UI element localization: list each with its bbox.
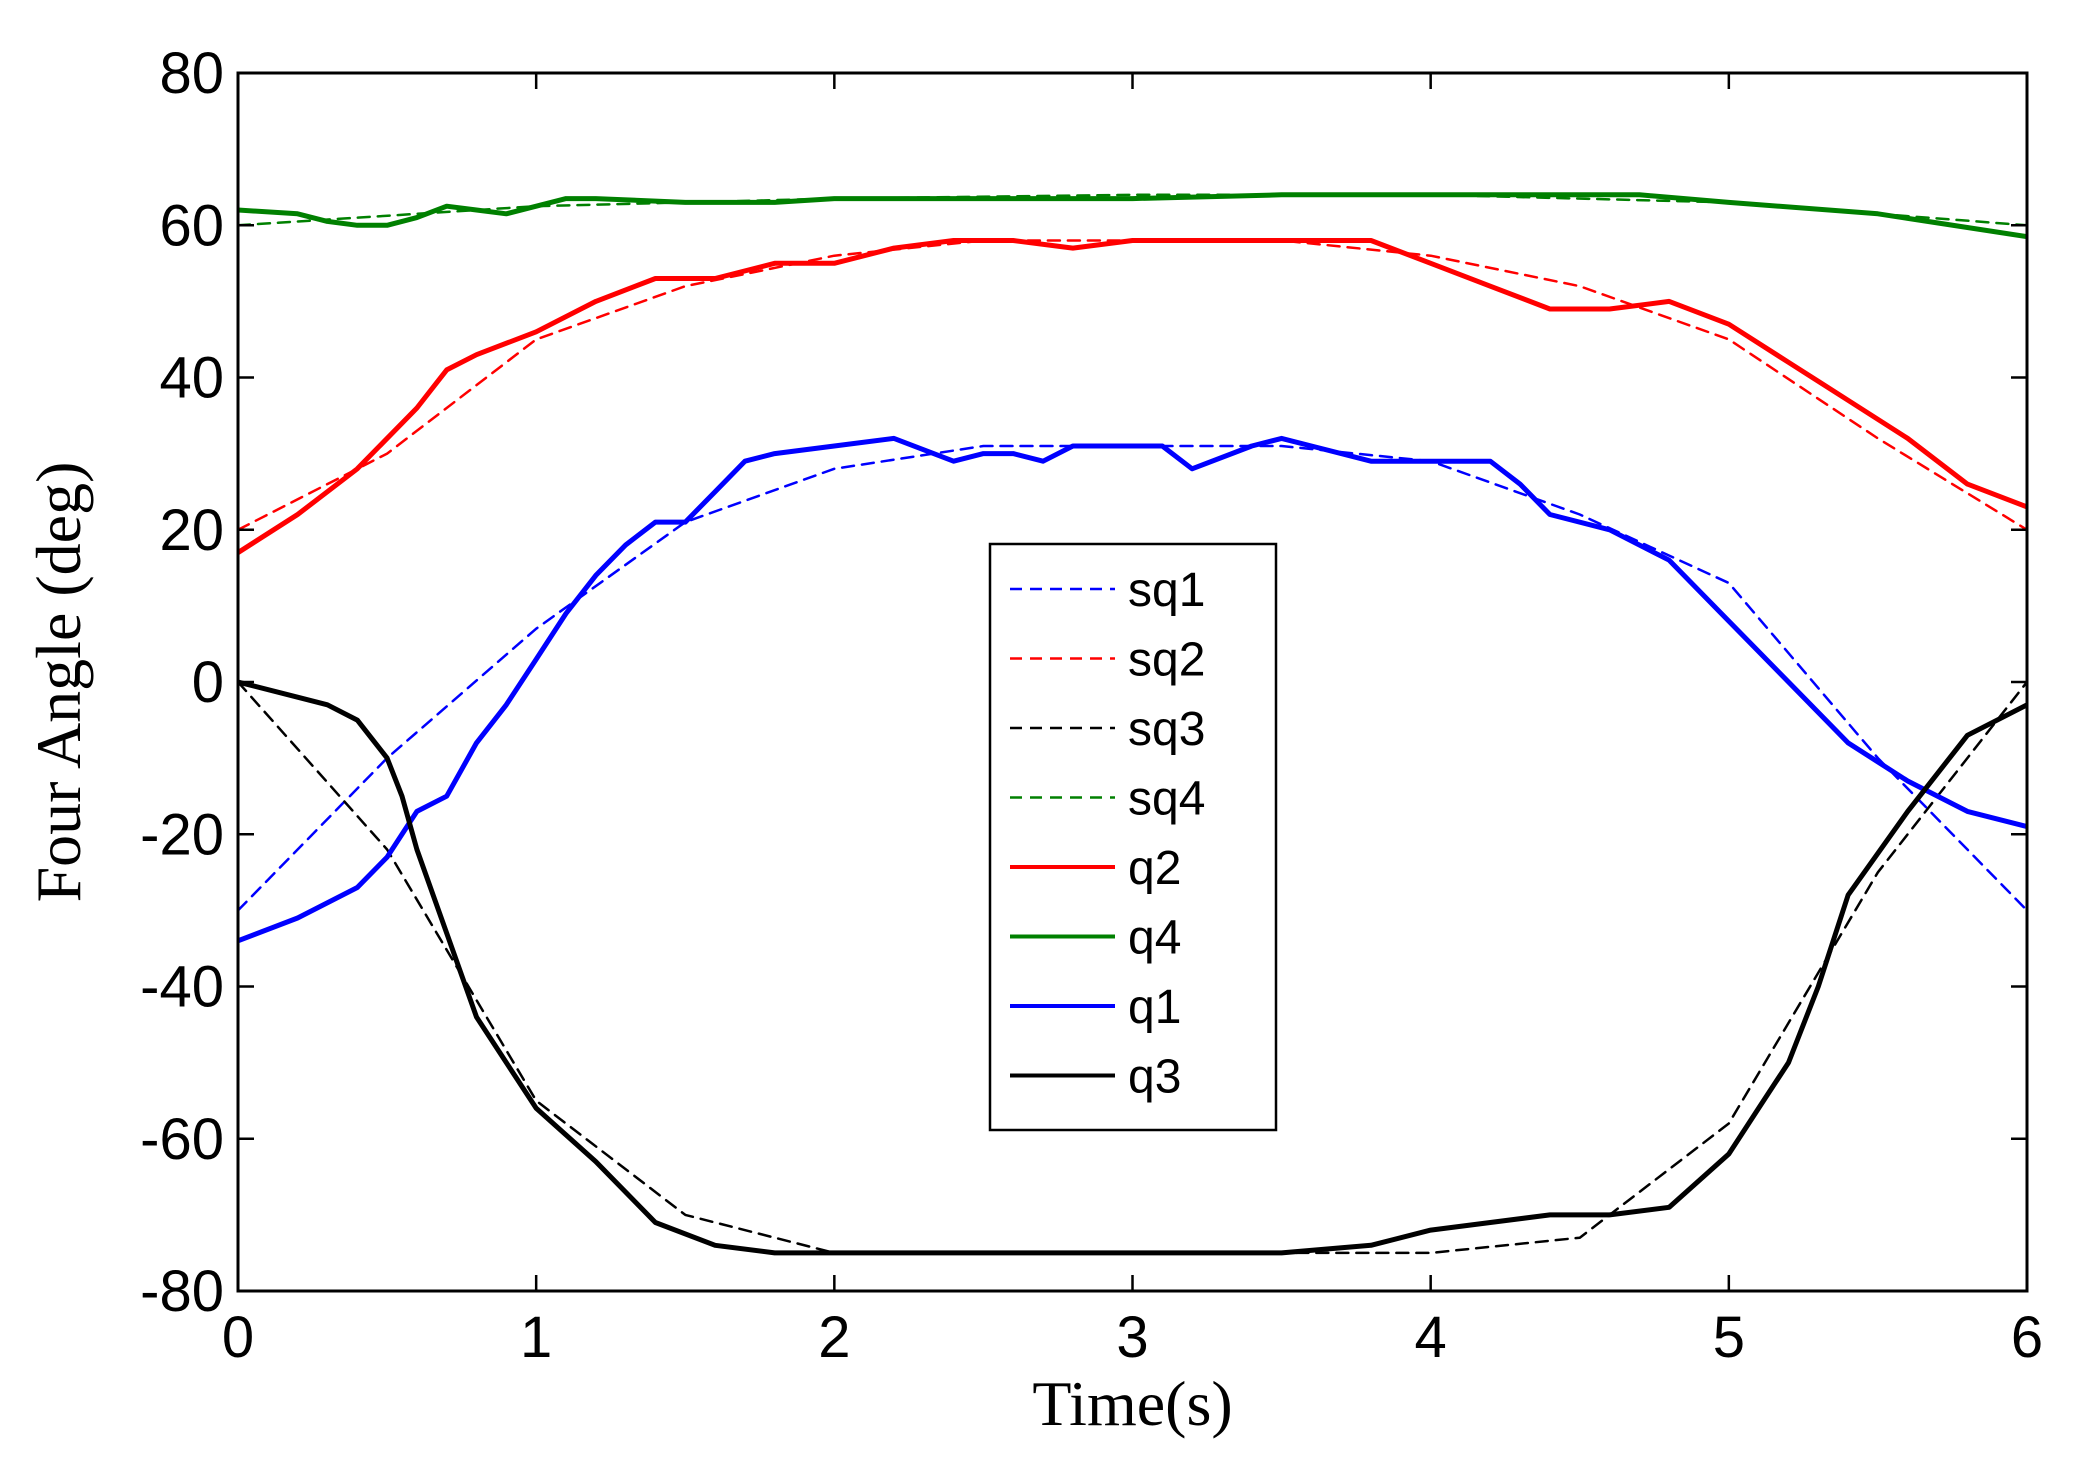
x-tick-label-3: 3 bbox=[1116, 1305, 1148, 1370]
y-tick-label-2: -40 bbox=[140, 955, 224, 1020]
legend-label-sq4: sq4 bbox=[1128, 773, 1205, 826]
legend-label-q3: q3 bbox=[1128, 1051, 1181, 1104]
y-tick-label-4: 0 bbox=[192, 650, 224, 715]
legend-label-q1: q1 bbox=[1128, 981, 1181, 1034]
series-line-sq3 bbox=[238, 680, 2027, 1255]
legend-box bbox=[988, 542, 1278, 1132]
x-tick-label-4: 4 bbox=[1415, 1305, 1447, 1370]
x-tick-label-1: 1 bbox=[520, 1305, 552, 1370]
series-line-q2 bbox=[238, 238, 2027, 556]
x-tick-label-2: 2 bbox=[818, 1305, 850, 1370]
legend-label-q4: q4 bbox=[1128, 912, 1181, 965]
series-layer bbox=[238, 192, 2027, 1256]
tick-layer: 0 1 2 3 4 5 6 -80 -60 -40 -20 0 20 40 60 80 bbox=[140, 41, 2043, 1370]
series-line-q3 bbox=[238, 679, 2027, 1256]
legend-label-sq2: sq2 bbox=[1128, 634, 1205, 687]
y-tick-label-1: -60 bbox=[140, 1107, 224, 1172]
legend-label-sq1: sq1 bbox=[1128, 564, 1205, 617]
x-tick-label-6: 6 bbox=[2011, 1305, 2043, 1370]
x-tick-label-0: 0 bbox=[222, 1305, 254, 1370]
y-tick-label-5: 20 bbox=[159, 498, 224, 563]
y-axis-label: Four Angle (deg) bbox=[23, 462, 94, 903]
y-tick-label-7: 60 bbox=[159, 193, 224, 258]
legend-label-sq3: sq3 bbox=[1128, 703, 1205, 756]
y-tick-label-6: 40 bbox=[159, 346, 224, 411]
series-line-q1 bbox=[238, 435, 2027, 944]
y-tick-label-0: -80 bbox=[140, 1259, 224, 1324]
y-tick-label-3: -20 bbox=[140, 802, 224, 867]
legend-label-q2: q2 bbox=[1128, 842, 1181, 895]
series-line-q4 bbox=[238, 192, 2027, 240]
x-axis-label: Time(s) bbox=[1032, 1368, 1232, 1439]
y-tick-label-8: 80 bbox=[159, 41, 224, 106]
legend: sq1 sq2 sq3 sq4 q2 q4 q1 q3 bbox=[988, 542, 1278, 1132]
label-layer: Time(s) Four Angle (deg) bbox=[23, 462, 1233, 1439]
x-tick-label-5: 5 bbox=[1713, 1305, 1745, 1370]
